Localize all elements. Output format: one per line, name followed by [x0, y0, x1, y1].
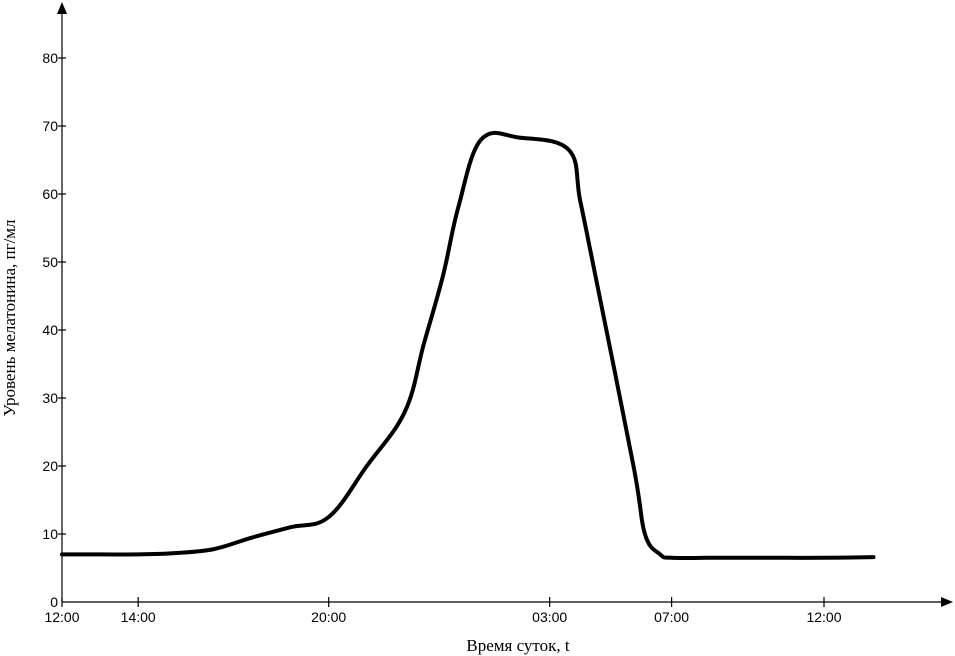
x-tick-label: 14:00: [121, 609, 156, 625]
y-tick-label: 40: [42, 322, 58, 338]
x-tick-label: 12:00: [806, 609, 841, 625]
y-tick-label: 0: [50, 594, 58, 610]
x-tick-label: 20:00: [311, 609, 346, 625]
x-axis-label: Время суток, t: [466, 636, 569, 655]
x-axis-arrow: [941, 597, 953, 607]
axes: [57, 2, 953, 607]
y-axis-arrow: [57, 2, 67, 14]
y-tick-label: 50: [42, 254, 58, 270]
y-tick-label: 80: [42, 50, 58, 66]
x-tick-label: 12:00: [44, 609, 79, 625]
x-ticks: 12:00 14:00 20:00 03:00 07:00 12:00: [44, 597, 842, 625]
series-line: [60, 130, 876, 561]
y-tick-label: 20: [42, 458, 58, 474]
y-ticks: 0 10 20 30 40 50 60 70 80: [42, 50, 66, 610]
y-axis-label: Уровень мелатонина, пг/мл: [0, 219, 19, 417]
y-tick-label: 10: [42, 526, 58, 542]
x-tick-label: 07:00: [654, 609, 689, 625]
y-tick-label: 30: [42, 390, 58, 406]
y-tick-label: 70: [42, 118, 58, 134]
x-tick-label: 03:00: [532, 609, 567, 625]
y-tick-label: 60: [42, 186, 58, 202]
